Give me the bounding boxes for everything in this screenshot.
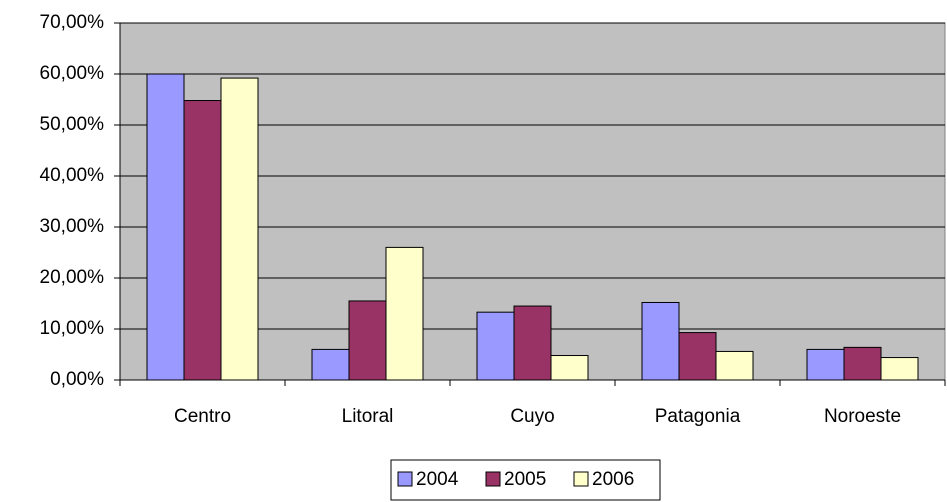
y-tick-label: 30,00%	[40, 216, 105, 237]
bar	[146, 73, 185, 381]
y-tick-label: 40,00%	[40, 165, 105, 186]
legend-swatch	[573, 471, 589, 487]
x-tick-label: Centro	[174, 406, 231, 427]
x-tick-label: Cuyo	[510, 406, 554, 427]
x-tick-label: Litoral	[342, 406, 394, 427]
y-tick-label: 70,00%	[40, 12, 105, 33]
bar	[806, 348, 845, 381]
legend-swatch	[397, 471, 413, 487]
legend	[390, 459, 661, 501]
legend-label: 2005	[504, 469, 546, 490]
bar	[678, 332, 717, 381]
bar	[348, 300, 387, 381]
bar	[311, 348, 350, 381]
legend-label: 2006	[592, 469, 634, 490]
bar	[385, 246, 424, 381]
legend-swatch	[485, 471, 501, 487]
y-tick-label: 60,00%	[40, 63, 105, 84]
bar	[513, 305, 552, 381]
x-tick-label: Noroeste	[824, 406, 901, 427]
bar	[220, 77, 259, 381]
bar	[715, 350, 754, 381]
bar	[550, 355, 589, 381]
bar	[183, 100, 222, 381]
y-tick-label: 50,00%	[40, 114, 105, 135]
bar	[880, 357, 919, 381]
legend-label: 2004	[416, 469, 459, 490]
bar	[843, 346, 882, 381]
y-tick-label: 20,00%	[40, 267, 105, 288]
y-tick-label: 0,00%	[50, 369, 104, 390]
bar	[476, 311, 515, 381]
x-tick-label: Patagonia	[655, 406, 741, 427]
y-tick-label: 10,00%	[40, 318, 105, 339]
bar	[641, 301, 680, 381]
